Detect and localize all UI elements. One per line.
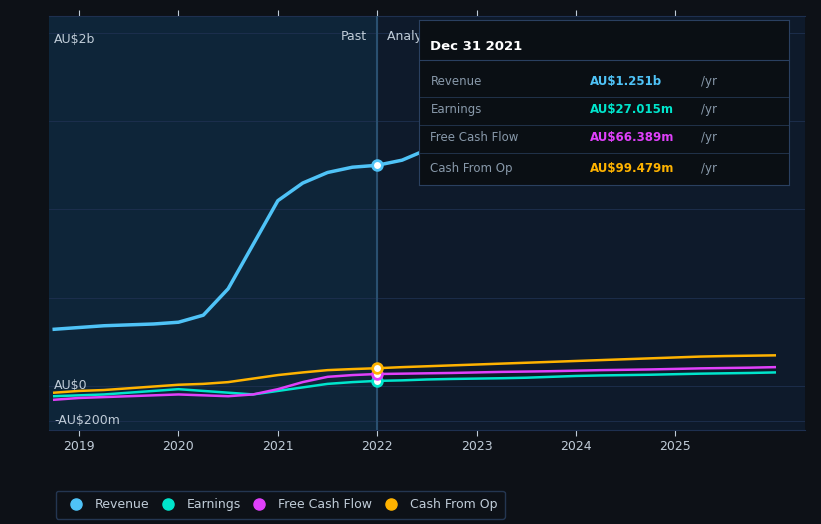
Text: Cash From Op: Cash From Op <box>430 162 513 176</box>
Text: AU$27.015m: AU$27.015m <box>589 103 673 116</box>
Text: AU$0: AU$0 <box>54 379 88 392</box>
Text: AU$66.389m: AU$66.389m <box>589 131 674 144</box>
Text: /yr: /yr <box>700 74 717 88</box>
Text: Past: Past <box>342 30 367 43</box>
Text: Revenue: Revenue <box>430 74 482 88</box>
Text: Dec 31 2021: Dec 31 2021 <box>430 40 523 53</box>
Text: /yr: /yr <box>700 103 717 116</box>
Bar <box>49 16 377 430</box>
Legend: Revenue, Earnings, Free Cash Flow, Cash From Op: Revenue, Earnings, Free Cash Flow, Cash … <box>56 490 505 519</box>
Text: AU$99.479m: AU$99.479m <box>589 162 674 176</box>
Text: /yr: /yr <box>700 162 717 176</box>
Text: Earnings: Earnings <box>430 103 482 116</box>
Text: Analysts Forecasts: Analysts Forecasts <box>388 30 503 43</box>
Text: Free Cash Flow: Free Cash Flow <box>430 131 519 144</box>
Text: AU$1.251b: AU$1.251b <box>589 74 662 88</box>
Text: AU$2b: AU$2b <box>54 34 95 46</box>
Text: -AU$200m: -AU$200m <box>54 414 120 428</box>
Text: /yr: /yr <box>700 131 717 144</box>
